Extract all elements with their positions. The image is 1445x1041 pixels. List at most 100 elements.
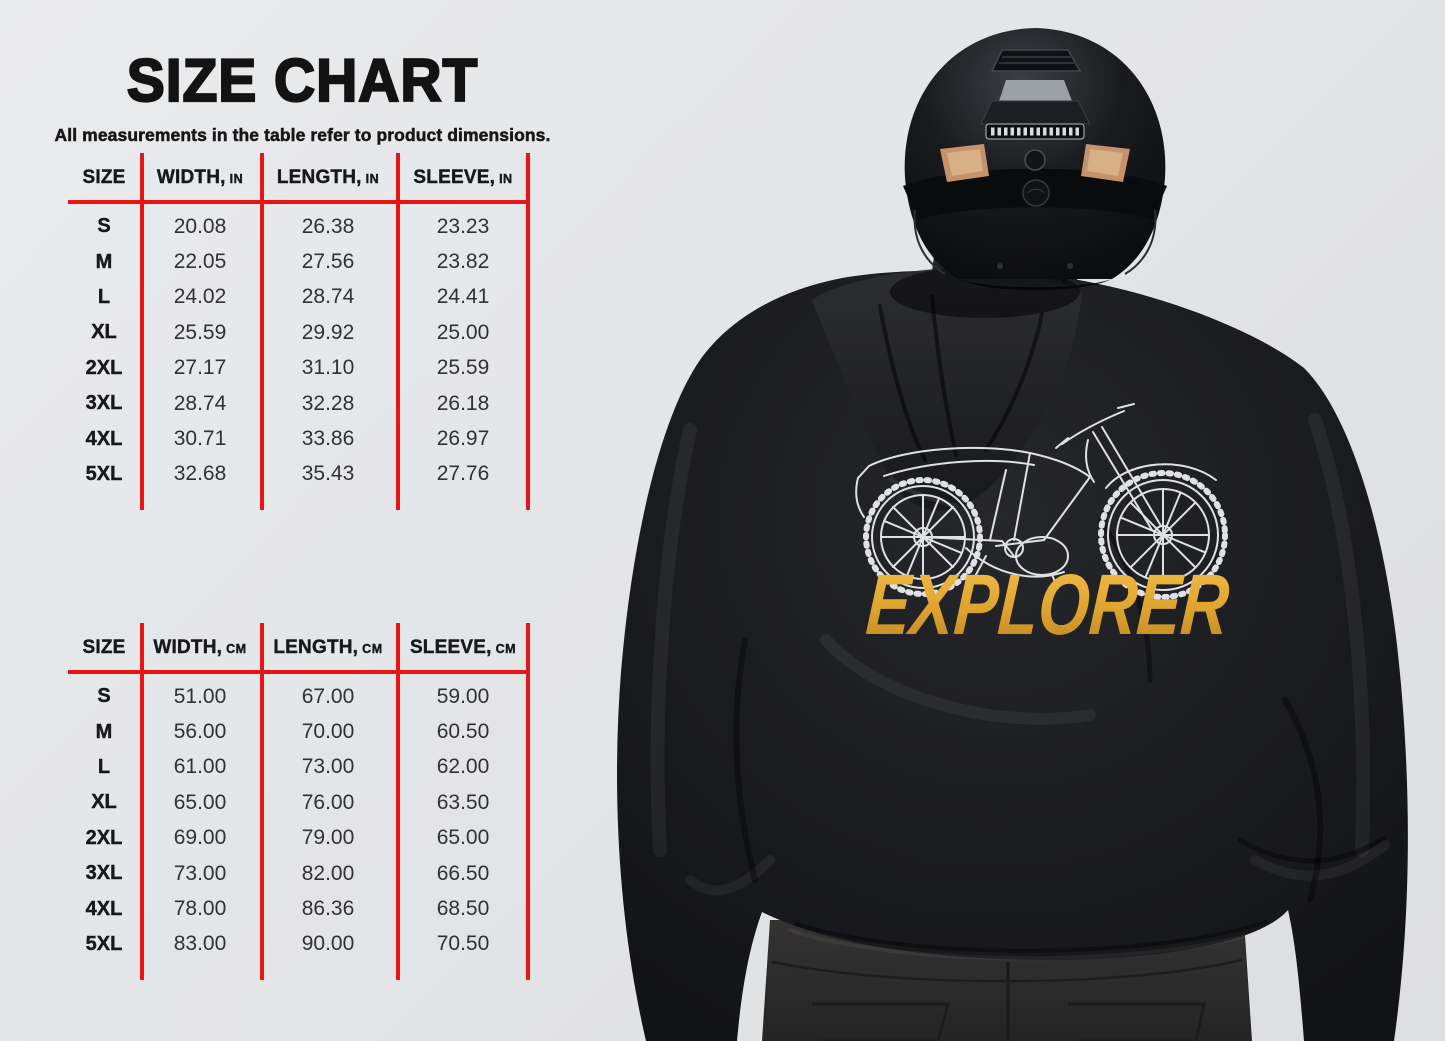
value-cell: 23.23: [436, 214, 490, 238]
value-cell: 28.74: [301, 285, 355, 309]
shirt-print: EXPLORER: [863, 557, 1232, 653]
value-cell: 20.08: [173, 214, 227, 238]
value-cell: 63.50: [436, 790, 490, 814]
table-grid-line: [68, 670, 530, 674]
table-body: S 20.08 26.38 23.23 M 22.05 27.56 23.82 L 24.02 28…: [68, 209, 530, 492]
size-cell: M: [95, 250, 113, 273]
value-cell: 27.56: [301, 250, 355, 274]
size-cell: M: [95, 720, 113, 743]
value-cell: 70.50: [436, 932, 490, 956]
value-cell: 32.28: [301, 391, 355, 415]
value-cell: 60.50: [436, 720, 490, 744]
table-row: L 24.02 28.74 24.41: [68, 280, 530, 315]
value-cell: 62.00: [436, 755, 490, 779]
value-cell: 65.00: [173, 790, 227, 814]
table-grid-line: [260, 623, 264, 980]
value-cell: 79.00: [301, 826, 355, 850]
value-cell: 33.86: [301, 427, 355, 451]
value-cell: 26.18: [436, 391, 490, 415]
value-cell: 26.97: [436, 427, 490, 451]
size-cell: 5XL: [85, 462, 123, 485]
helmet-reflective-strip: [985, 123, 1085, 140]
hoodie-body: [617, 270, 1408, 1041]
size-table-inches: SIZE WIDTH, IN LENGTH, IN SLEEVE, IN S 20.08 26.…: [68, 153, 530, 510]
size-cell: 5XL: [85, 932, 123, 955]
column-header: SIZE: [82, 167, 126, 188]
column-header: LENGTH, CM: [273, 637, 383, 658]
value-cell: 25.00: [436, 320, 490, 344]
table-row: 4XL 78.00 86.36 68.50: [68, 891, 530, 926]
helmet-copper-patch-left: [940, 144, 989, 182]
value-cell: 24.41: [436, 285, 490, 309]
table-row: 2XL 27.17 31.10 25.59: [68, 351, 530, 386]
value-cell: 32.68: [173, 462, 227, 486]
table-row: XL 65.00 76.00 63.50: [68, 785, 530, 820]
value-cell: 27.76: [436, 462, 490, 486]
jeans: [762, 920, 1252, 1041]
size-cell: 2XL: [85, 356, 123, 379]
neck-gaiter: [928, 242, 1080, 312]
column-header: WIDTH, IN: [156, 167, 244, 188]
value-cell: 31.10: [301, 356, 355, 380]
table-row: S 20.08 26.38 23.23: [68, 209, 530, 244]
value-cell: 23.82: [436, 250, 490, 274]
helmet-logo-badge: [1024, 149, 1046, 171]
size-cell: 3XL: [85, 392, 123, 415]
value-cell: 59.00: [436, 684, 490, 708]
size-cell: S: [97, 215, 111, 238]
value-cell: 78.00: [173, 897, 227, 921]
table-row: 4XL 30.71 33.86 26.97: [68, 421, 530, 456]
value-cell: 29.92: [301, 320, 355, 344]
value-cell: 90.00: [301, 932, 355, 956]
value-cell: 82.00: [301, 861, 355, 885]
value-cell: 70.00: [301, 720, 355, 744]
value-cell: 83.00: [173, 932, 227, 956]
helmet-copper-patch-right: [1081, 144, 1130, 182]
table-grid-line: [396, 153, 400, 510]
table-row: 5XL 83.00 90.00 70.50: [68, 927, 530, 962]
table-row: M 22.05 27.56 23.82: [68, 244, 530, 279]
size-cell: S: [97, 685, 111, 708]
table-grid-line: [526, 623, 530, 980]
value-cell: 66.50: [436, 861, 490, 885]
value-cell: 73.00: [301, 755, 355, 779]
table-row: L 61.00 73.00 62.00: [68, 750, 530, 785]
hood: [812, 266, 1082, 511]
table-row: XL 25.59 29.92 25.00: [68, 315, 530, 350]
table-row: M 56.00 70.00 60.50: [68, 714, 530, 749]
size-cell: L: [97, 755, 111, 778]
column-header: LENGTH, IN: [276, 167, 380, 188]
value-cell: 30.71: [173, 427, 227, 451]
value-cell: 67.00: [301, 684, 355, 708]
table-row: 3XL 28.74 32.28 26.18: [68, 386, 530, 421]
table-grid-line: [260, 153, 264, 510]
helmet-spoiler: [903, 168, 1167, 220]
table-grid-line: [140, 623, 144, 980]
value-cell: 27.17: [173, 356, 227, 380]
value-cell: 26.38: [301, 214, 355, 238]
column-header: SIZE: [82, 637, 126, 658]
helmet-top-vent: [990, 49, 1082, 72]
value-cell: 86.36: [301, 897, 355, 921]
column-header: SLEEVE, CM: [409, 637, 517, 658]
page-subtitle: All measurements in the table refer to p…: [54, 125, 551, 146]
size-cell: 4XL: [85, 427, 123, 450]
column-header: WIDTH, CM: [153, 637, 247, 658]
motorcycle-line-art: [855, 403, 1228, 600]
value-cell: 24.02: [173, 285, 227, 309]
value-cell: 69.00: [173, 826, 227, 850]
value-cell: 51.00: [173, 684, 227, 708]
table-grid-line: [140, 153, 144, 510]
table-grid-line: [68, 200, 530, 204]
size-table-cm: SIZE WIDTH, CM LENGTH, CM SLEEVE, CM S 51.00 67.…: [68, 623, 530, 980]
table-row: 2XL 69.00 79.00 65.00: [68, 821, 530, 856]
value-cell: 22.05: [173, 250, 227, 274]
shirt-text: EXPLORER: [863, 557, 1232, 653]
table-grid-line: [396, 623, 400, 980]
table-row: 3XL 73.00 82.00 66.50: [68, 856, 530, 891]
column-header: SLEEVE, IN: [413, 167, 513, 188]
value-cell: 61.00: [173, 755, 227, 779]
value-cell: 65.00: [436, 826, 490, 850]
size-cell: XL: [91, 321, 117, 344]
